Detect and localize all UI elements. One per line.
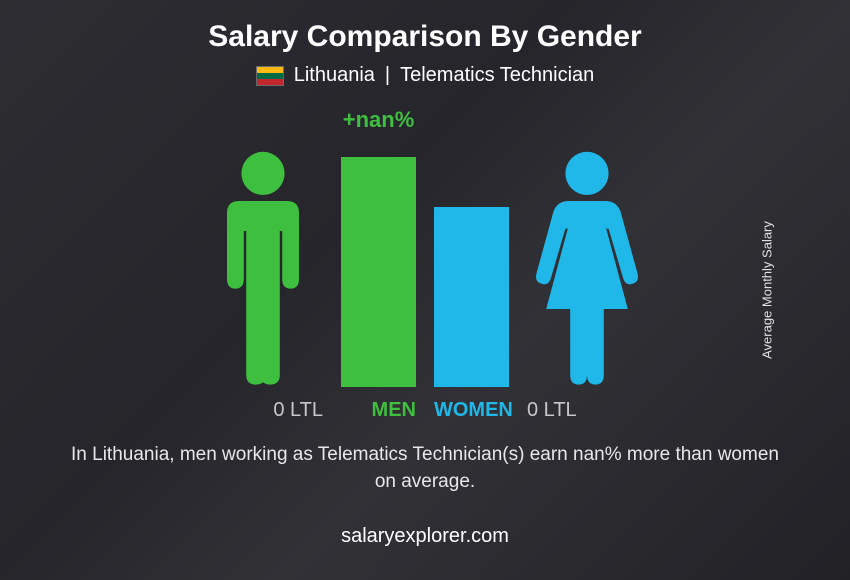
job-label: Telematics Technician [400,64,594,87]
country-label: Lithuania [294,64,375,87]
women-value: 0 LTL [527,399,647,422]
separator: | [385,64,390,87]
women-icon-col [527,107,647,387]
men-value: 0 LTL [203,399,323,422]
infographic-container: Salary Comparison By Gender Lithuania | … [0,0,850,580]
chart-area: +nan% [203,107,647,387]
men-bar-col: +nan% [341,107,416,387]
women-bar-col [434,107,509,387]
men-label: MEN [341,399,416,422]
women-label: WOMEN [434,399,509,422]
footer-brand: salaryexplorer.com [341,525,509,548]
description-text: In Lithuania, men working as Telematics … [65,442,785,495]
men-bar [341,157,416,387]
flag-icon [256,66,284,86]
page-title: Salary Comparison By Gender [208,20,641,54]
difference-label: +nan% [343,107,415,152]
women-bar [434,207,509,387]
subtitle-row: Lithuania | Telematics Technician [256,64,595,87]
labels-row: 0 LTL MEN WOMEN 0 LTL [203,399,647,422]
flag-stripe-3 [257,79,283,85]
men-icon-col [203,107,323,387]
man-icon [203,147,323,387]
woman-icon [527,147,647,387]
yaxis-label: Average Monthly Salary [760,221,775,359]
